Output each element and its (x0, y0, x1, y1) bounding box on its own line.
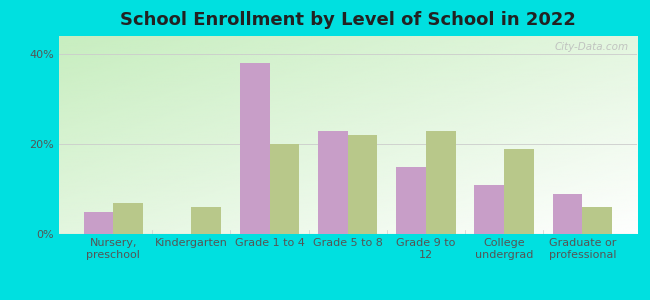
Text: City-Data.com: City-Data.com (554, 42, 629, 52)
Bar (240, 63, 270, 234)
Bar (396, 167, 426, 234)
Bar (426, 130, 456, 234)
Bar (474, 184, 504, 234)
Bar (348, 135, 378, 234)
Bar (270, 144, 299, 234)
Bar (582, 207, 612, 234)
Title: School Enrollment by Level of School in 2022: School Enrollment by Level of School in … (120, 11, 576, 29)
Bar (504, 148, 534, 234)
Bar (113, 202, 143, 234)
Bar (191, 207, 221, 234)
Bar (552, 194, 582, 234)
Bar (83, 212, 113, 234)
Bar (318, 130, 348, 234)
